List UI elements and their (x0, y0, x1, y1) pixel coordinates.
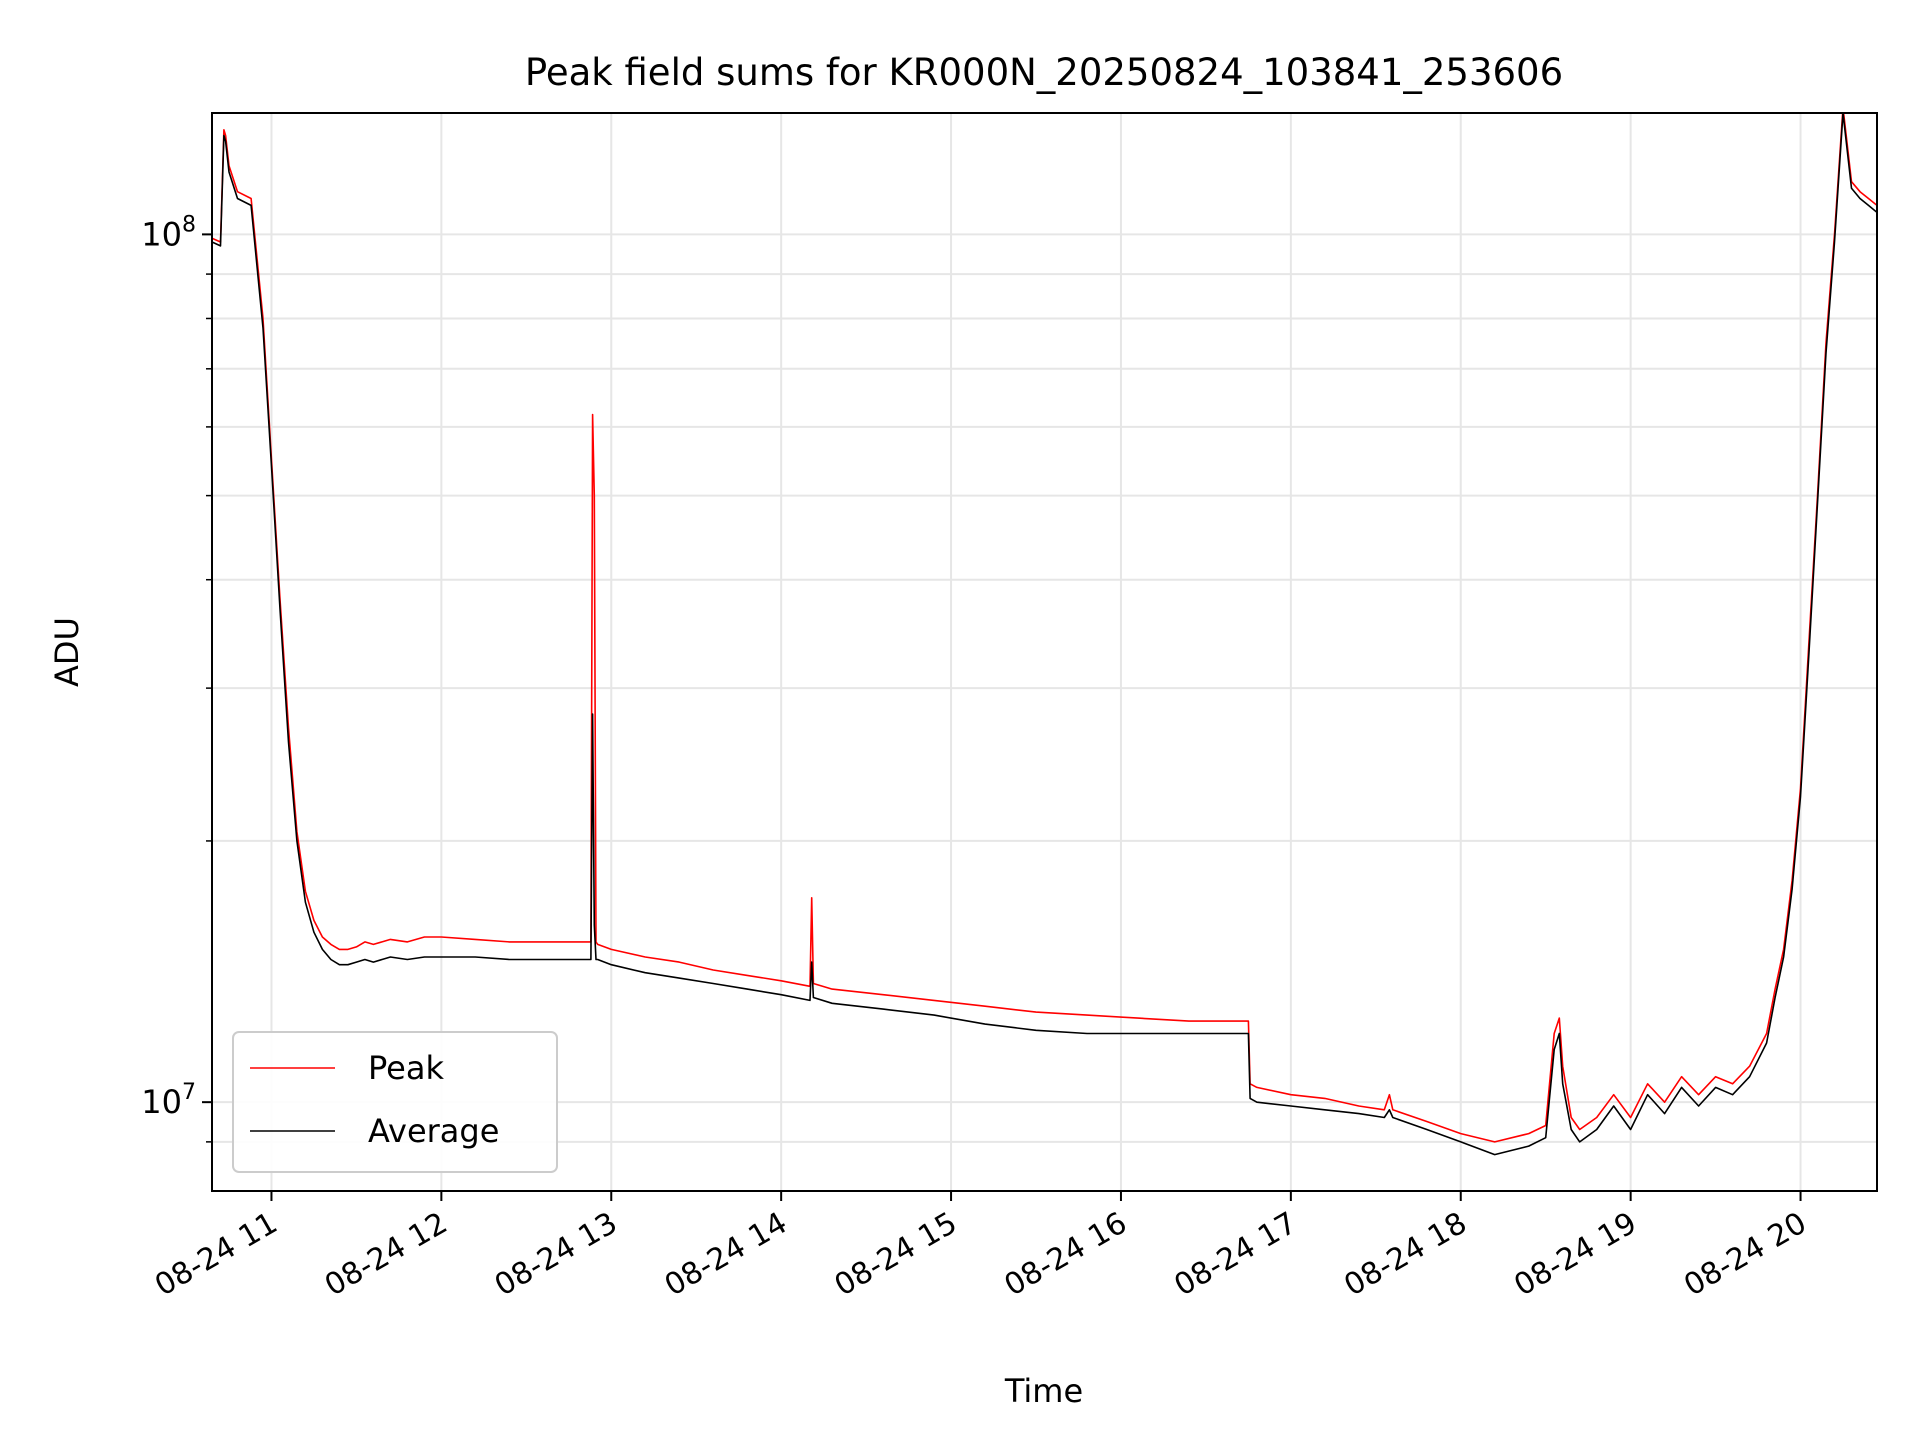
legend-label-peak: Peak (368, 1049, 444, 1087)
series-group (212, 113, 1877, 1156)
series-line-peak (212, 113, 1877, 1143)
series-line-average (212, 113, 1877, 1156)
y-tick-label: 107 (141, 1080, 196, 1121)
plot-frame (211, 112, 1878, 1192)
chart-title: Peak field sums for KR000N_20250824_1038… (525, 51, 1563, 94)
y-tick-label: 108 (141, 212, 196, 253)
legend-box (232, 1031, 558, 1173)
legend-label-average: Average (368, 1112, 499, 1150)
legend: Peak Average (232, 1031, 558, 1173)
x-axis-label: Time (1004, 1372, 1083, 1410)
grid (212, 113, 1877, 1191)
y-axis-label: ADU (48, 617, 86, 687)
y-axis: 107 108 (141, 212, 212, 1143)
